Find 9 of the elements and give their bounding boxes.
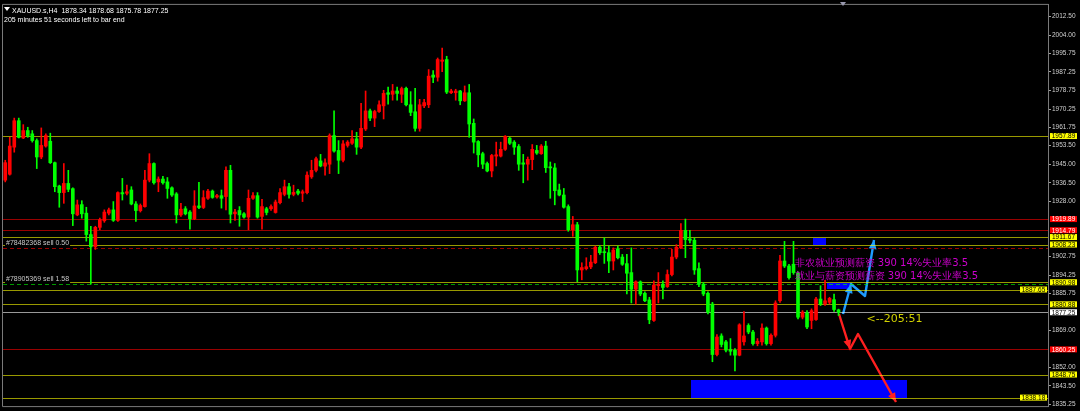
- candlestick: [386, 86, 390, 105]
- annotation: <--205:51: [866, 312, 923, 326]
- candlestick: [602, 237, 607, 264]
- candlestick: [823, 279, 827, 306]
- candlestick: [395, 86, 399, 101]
- candlestick: [431, 70, 435, 84]
- candlestick: [197, 182, 201, 209]
- candlestick: [61, 163, 66, 204]
- candlestick: [661, 280, 665, 300]
